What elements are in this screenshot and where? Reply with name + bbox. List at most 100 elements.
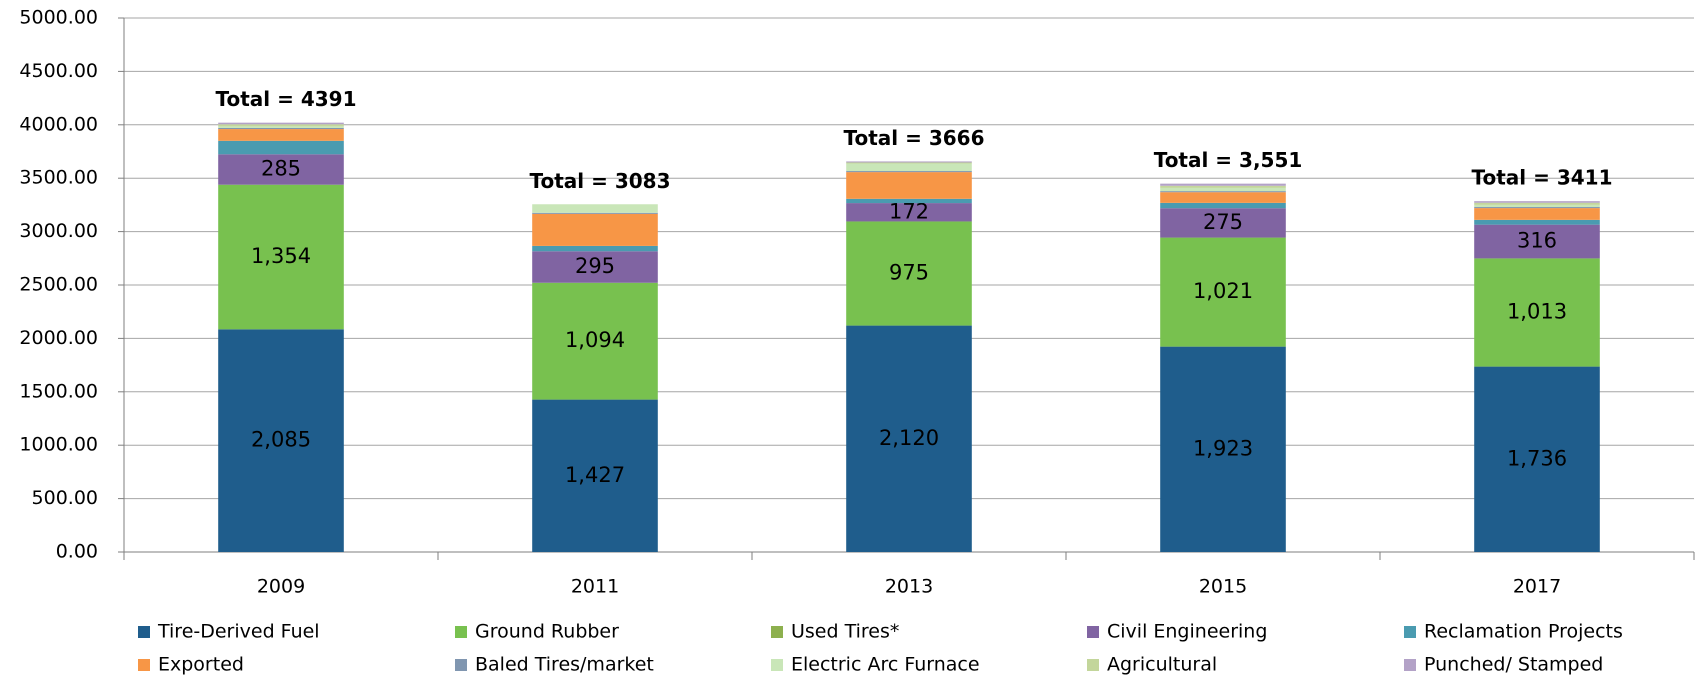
x-tick-label: 2015 bbox=[1199, 576, 1247, 598]
total-label: Total = 3083 bbox=[530, 169, 671, 193]
y-tick-label: 5000.00 bbox=[19, 7, 98, 29]
data-label: 316 bbox=[1517, 229, 1557, 253]
bar-segment bbox=[1474, 219, 1600, 225]
bar-segment bbox=[218, 154, 344, 185]
legend-swatch bbox=[455, 659, 467, 671]
bar-segment bbox=[1474, 201, 1600, 203]
bar-segment bbox=[218, 329, 344, 552]
bar-segment bbox=[846, 221, 972, 326]
legend-label: Agricultural bbox=[1107, 654, 1217, 676]
bar-segment bbox=[1474, 224, 1600, 259]
data-label: 275 bbox=[1203, 210, 1243, 234]
data-label: 2,085 bbox=[251, 428, 311, 452]
bar-segment bbox=[846, 171, 972, 173]
legend-label: Reclamation Projects bbox=[1424, 621, 1623, 643]
total-label: Total = 3411 bbox=[1472, 166, 1613, 190]
legend-swatch bbox=[771, 659, 783, 671]
y-tick-label: 2500.00 bbox=[19, 274, 98, 296]
y-tick-label: 4500.00 bbox=[19, 60, 98, 82]
bar-segment bbox=[1474, 202, 1600, 205]
bar-segment bbox=[846, 162, 972, 164]
bar-segment bbox=[218, 126, 344, 129]
x-tick-label: 2013 bbox=[885, 576, 933, 598]
legend-label: Baled Tires/market bbox=[475, 654, 654, 676]
bar-segment bbox=[1160, 183, 1286, 186]
y-tick-label: 3500.00 bbox=[19, 167, 98, 189]
bar-segment bbox=[846, 172, 972, 199]
x-tick-label: 2011 bbox=[571, 576, 619, 598]
bar-segment bbox=[1474, 208, 1600, 220]
total-label: Total = 3,551 bbox=[1154, 148, 1303, 172]
legend-label: Exported bbox=[158, 654, 244, 676]
legend-swatch bbox=[1404, 626, 1416, 638]
legend-swatch bbox=[1087, 626, 1099, 638]
bar-segment bbox=[1160, 187, 1286, 192]
y-tick-label: 500.00 bbox=[32, 487, 98, 509]
x-tick-label: 2017 bbox=[1513, 576, 1561, 598]
bar-segment bbox=[1474, 366, 1600, 552]
data-label: 285 bbox=[261, 156, 301, 180]
y-tick-label: 2000.00 bbox=[19, 327, 98, 349]
bar-segment bbox=[532, 213, 658, 246]
legend-swatch bbox=[1087, 659, 1099, 671]
data-label: 1,354 bbox=[251, 244, 311, 268]
bar-segment bbox=[1160, 185, 1286, 188]
bar-segment bbox=[218, 124, 344, 127]
bar-segment bbox=[1474, 207, 1600, 209]
data-label: 1,923 bbox=[1193, 436, 1253, 460]
data-label: 295 bbox=[575, 254, 615, 278]
legend-swatch bbox=[138, 659, 150, 671]
bar-segment bbox=[532, 282, 658, 400]
bar-segment bbox=[846, 161, 972, 163]
bar-segment bbox=[532, 399, 658, 552]
y-tick-label: 1500.00 bbox=[19, 380, 98, 402]
bar-segment bbox=[1474, 258, 1600, 367]
bar-segment bbox=[1160, 237, 1286, 347]
bar-segment bbox=[1160, 192, 1286, 203]
legend-swatch bbox=[771, 626, 783, 638]
bar-segment bbox=[532, 251, 658, 283]
data-label: 2,120 bbox=[879, 426, 939, 450]
bar-segment bbox=[1160, 346, 1286, 552]
bar-segment bbox=[1474, 204, 1600, 208]
x-tick-label: 2009 bbox=[257, 576, 305, 598]
data-label: 172 bbox=[889, 199, 929, 223]
y-tick-label: 4000.00 bbox=[19, 113, 98, 135]
bar-segment bbox=[532, 212, 658, 214]
legend-swatch bbox=[455, 626, 467, 638]
bar-segment bbox=[218, 140, 344, 155]
bar-segment bbox=[218, 122, 344, 125]
data-label: 1,736 bbox=[1507, 446, 1567, 470]
data-label: 975 bbox=[889, 261, 929, 285]
bar-segment bbox=[218, 129, 344, 141]
bar-segment bbox=[218, 184, 344, 330]
y-tick-label: 0.00 bbox=[56, 541, 98, 563]
data-label: 1,094 bbox=[565, 328, 625, 352]
bar-segment bbox=[1160, 191, 1286, 193]
legend-label: Civil Engineering bbox=[1107, 621, 1267, 643]
bar-segment bbox=[532, 204, 658, 213]
bar-segment bbox=[1160, 202, 1286, 209]
legend-label: Tire-Derived Fuel bbox=[157, 621, 320, 643]
y-tick-label: 3000.00 bbox=[19, 220, 98, 242]
data-label: 1,013 bbox=[1507, 300, 1567, 324]
total-label: Total = 4391 bbox=[216, 87, 357, 111]
legend-label: Used Tires* bbox=[791, 621, 899, 643]
bar-segment bbox=[846, 198, 972, 204]
legend-label: Punched/ Stamped bbox=[1424, 654, 1603, 676]
data-label: 1,427 bbox=[565, 463, 625, 487]
bar-segment bbox=[846, 325, 972, 552]
legend-swatch bbox=[138, 626, 150, 638]
data-label: 1,021 bbox=[1193, 279, 1253, 303]
bar-segment bbox=[1160, 208, 1286, 238]
bar-segment bbox=[532, 245, 658, 252]
bar-segment bbox=[218, 128, 344, 130]
total-label: Total = 3666 bbox=[844, 126, 985, 150]
legend-label: Electric Arc Furnace bbox=[791, 654, 980, 676]
bar-segment bbox=[846, 203, 972, 222]
bar-segment bbox=[846, 163, 972, 172]
legend-label: Ground Rubber bbox=[475, 621, 619, 643]
y-tick-label: 1000.00 bbox=[19, 434, 98, 456]
legend-swatch bbox=[1404, 659, 1416, 671]
